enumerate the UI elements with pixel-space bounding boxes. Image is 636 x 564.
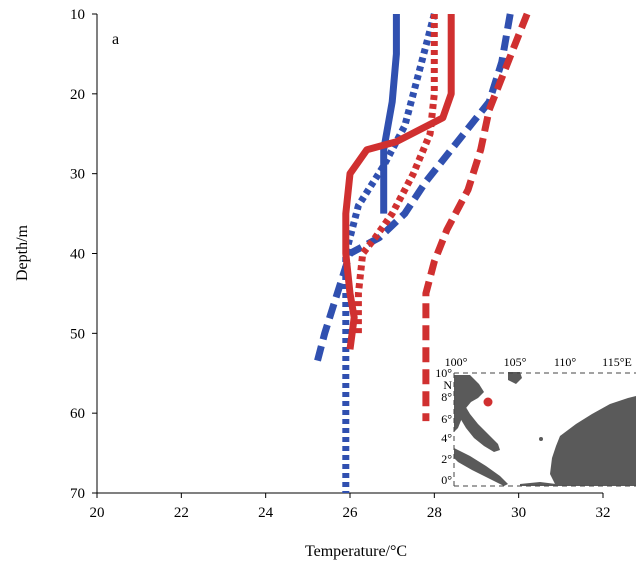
- y-tick-label: 10: [70, 7, 85, 23]
- y-tick-label: 40: [70, 247, 85, 263]
- series-layer: [312, 12, 531, 493]
- y-tick-label: 30: [70, 167, 85, 183]
- y-ticks: 10 20 30 40 50 60 70: [70, 7, 97, 502]
- inset-map: 100° 105° 110° 115°E 10° N 8° 6° 4° 2° 0…: [435, 355, 636, 487]
- y-tick-label: 20: [70, 87, 85, 103]
- y-axis-label: Depth/m: [14, 224, 31, 281]
- inset-map-lat-label: 6°: [441, 412, 452, 426]
- inset-map-island: [539, 437, 543, 441]
- inset-map-land-sumatra: [454, 448, 508, 486]
- inset-map-lat-label: 2°: [441, 452, 452, 466]
- x-tick-label: 28: [427, 505, 442, 521]
- inset-map-land-java: [520, 482, 556, 486]
- inset-map-land-east-coast: [508, 372, 522, 384]
- y-tick-label: 70: [70, 486, 85, 502]
- x-tick-label: 20: [90, 505, 105, 521]
- inset-map-lon-label: 115°E: [602, 355, 632, 369]
- x-axis-label: Temperature/°C: [305, 543, 407, 560]
- inset-map-lat-label: 8°: [441, 390, 452, 404]
- inset-map-lon-label: 110°: [554, 355, 577, 369]
- x-tick-label: 22: [174, 505, 189, 521]
- series-line-2: [312, 13, 514, 367]
- series-line-0: [380, 14, 400, 214]
- y-tick-label: 50: [70, 326, 85, 342]
- inset-map-lat-label: 4°: [441, 431, 452, 445]
- inset-map-lon-label: 100°: [445, 355, 468, 369]
- inset-map-site-marker: [483, 397, 493, 407]
- y-tick-label: 60: [70, 406, 85, 422]
- panel-label: a: [112, 31, 119, 48]
- x-tick-label: 26: [343, 505, 359, 521]
- x-tick-label: 32: [596, 505, 611, 521]
- series-line-1: [342, 13, 438, 493]
- inset-map-land-borneo: [550, 396, 636, 486]
- x-tick-label: 24: [258, 505, 274, 521]
- inset-map-lat-label: 10°: [435, 366, 452, 380]
- inset-map-lon-label: 105°: [504, 355, 527, 369]
- series-line-5: [422, 12, 531, 422]
- inset-map-lat-label: N: [443, 378, 452, 392]
- inset-map-lat-label: 0°: [441, 473, 452, 487]
- x-ticks: 20 22 24 26 28 30 32: [90, 493, 611, 521]
- inset-map-land-malay-peninsula: [456, 400, 500, 452]
- series-line-3: [342, 14, 455, 350]
- x-tick-label: 30: [511, 505, 526, 521]
